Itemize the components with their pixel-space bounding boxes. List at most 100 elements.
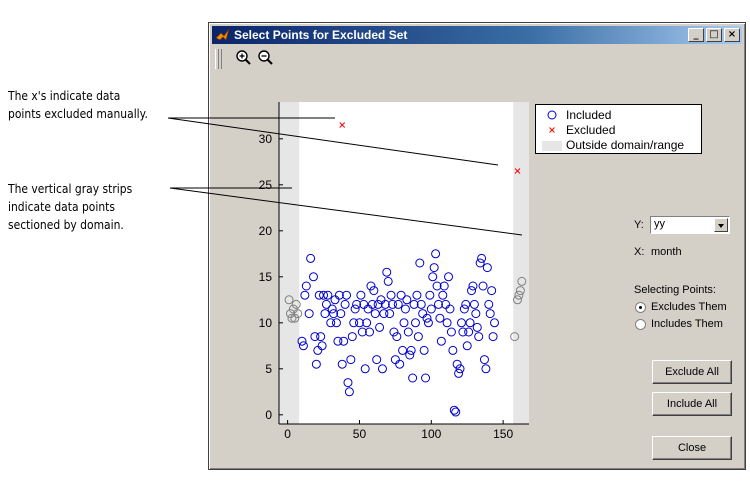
included-point[interactable] [425,290,435,300]
included-point[interactable] [469,299,479,309]
included-point[interactable] [422,313,432,323]
included-point[interactable] [334,290,344,300]
included-point[interactable] [462,341,472,351]
included-point[interactable] [360,364,370,374]
included-point[interactable] [385,309,395,319]
included-point[interactable] [396,290,406,300]
included-point[interactable] [428,272,438,282]
included-point[interactable] [372,355,382,365]
included-point[interactable] [365,327,375,337]
included-point[interactable] [352,299,362,309]
exclude-all-button[interactable]: Exclude All [652,360,732,384]
close-button[interactable]: Close [652,436,732,460]
included-point[interactable] [313,345,323,355]
included-point[interactable] [478,281,488,291]
included-point[interactable] [329,309,339,319]
included-point[interactable] [481,364,491,374]
included-point[interactable] [308,272,318,282]
included-point[interactable] [326,318,336,328]
included-point[interactable] [375,322,385,332]
included-point[interactable] [379,309,389,319]
included-point[interactable] [383,276,393,286]
included-point[interactable] [471,309,481,319]
included-point[interactable] [377,364,387,374]
included-point[interactable] [410,318,420,328]
included-point[interactable] [472,322,482,332]
included-point[interactable] [423,318,433,328]
included-point[interactable] [403,327,413,337]
y-variable-select[interactable]: yy [650,216,730,234]
included-point[interactable] [416,299,426,309]
included-point[interactable] [449,405,459,415]
included-point[interactable] [314,290,324,300]
included-point[interactable] [415,258,425,268]
included-point[interactable] [479,355,489,365]
included-point[interactable] [459,304,469,314]
included-point[interactable] [319,290,329,300]
included-point[interactable] [317,341,327,351]
maximize-button[interactable]: □ [706,28,722,42]
included-point[interactable] [398,345,408,355]
included-point[interactable] [316,332,326,342]
included-point[interactable] [342,290,352,300]
included-point[interactable] [367,299,377,309]
included-point[interactable] [363,304,373,314]
included-point[interactable] [392,332,402,342]
title-bar[interactable]: Select Points for Excluded Set _ □ × [212,26,742,44]
included-point[interactable] [349,318,359,328]
included-point[interactable] [490,318,500,328]
included-point[interactable] [350,304,360,314]
included-point[interactable] [331,318,341,328]
included-point[interactable] [366,281,376,291]
outside-point[interactable] [290,313,300,323]
included-point[interactable] [386,290,396,300]
outside-point[interactable] [515,286,525,296]
included-point[interactable] [431,249,441,259]
included-point[interactable] [418,309,428,319]
included-point[interactable] [380,299,390,309]
included-point[interactable] [482,263,492,273]
included-point[interactable] [400,304,410,314]
included-point[interactable] [346,355,356,365]
included-point[interactable] [388,299,398,309]
included-point[interactable] [445,304,455,314]
zoom-out-icon[interactable] [256,49,276,67]
included-point[interactable] [452,359,462,369]
included-point[interactable] [421,373,431,383]
included-point[interactable] [382,267,392,277]
included-point[interactable] [311,359,321,369]
included-point[interactable] [485,309,495,319]
included-point[interactable] [321,299,331,309]
included-point[interactable] [419,345,429,355]
outside-point[interactable] [514,290,524,300]
included-point[interactable] [484,299,494,309]
included-point[interactable] [446,327,456,337]
included-point[interactable] [409,299,419,309]
dropdown-arrow[interactable] [714,218,728,232]
included-point[interactable] [451,407,461,417]
plot-axes[interactable]: 0 50 100 150 0 5 10 15 20 25 30 [259,102,529,441]
included-point[interactable] [298,341,308,351]
included-point[interactable] [300,290,310,300]
included-point[interactable] [413,332,423,342]
outside-point[interactable] [293,309,303,319]
included-point[interactable] [436,336,446,346]
included-point[interactable] [402,295,412,305]
included-point[interactable] [354,318,364,328]
legend[interactable]: Included Excluded Outside domain/range [535,104,702,154]
included-point[interactable] [435,313,445,323]
included-point[interactable] [465,318,475,328]
included-point[interactable] [458,327,468,337]
included-point[interactable] [393,299,403,309]
toolbar-grip[interactable] [215,49,222,69]
included-point[interactable] [327,304,337,314]
included-point[interactable] [301,281,311,291]
included-point[interactable] [333,336,343,346]
included-point[interactable] [464,327,474,337]
outside-point[interactable] [513,295,523,305]
included-point[interactable] [433,299,443,309]
included-point[interactable] [390,355,400,365]
included-point[interactable] [475,258,485,268]
included-point[interactable] [448,345,458,355]
included-point[interactable] [429,263,439,273]
